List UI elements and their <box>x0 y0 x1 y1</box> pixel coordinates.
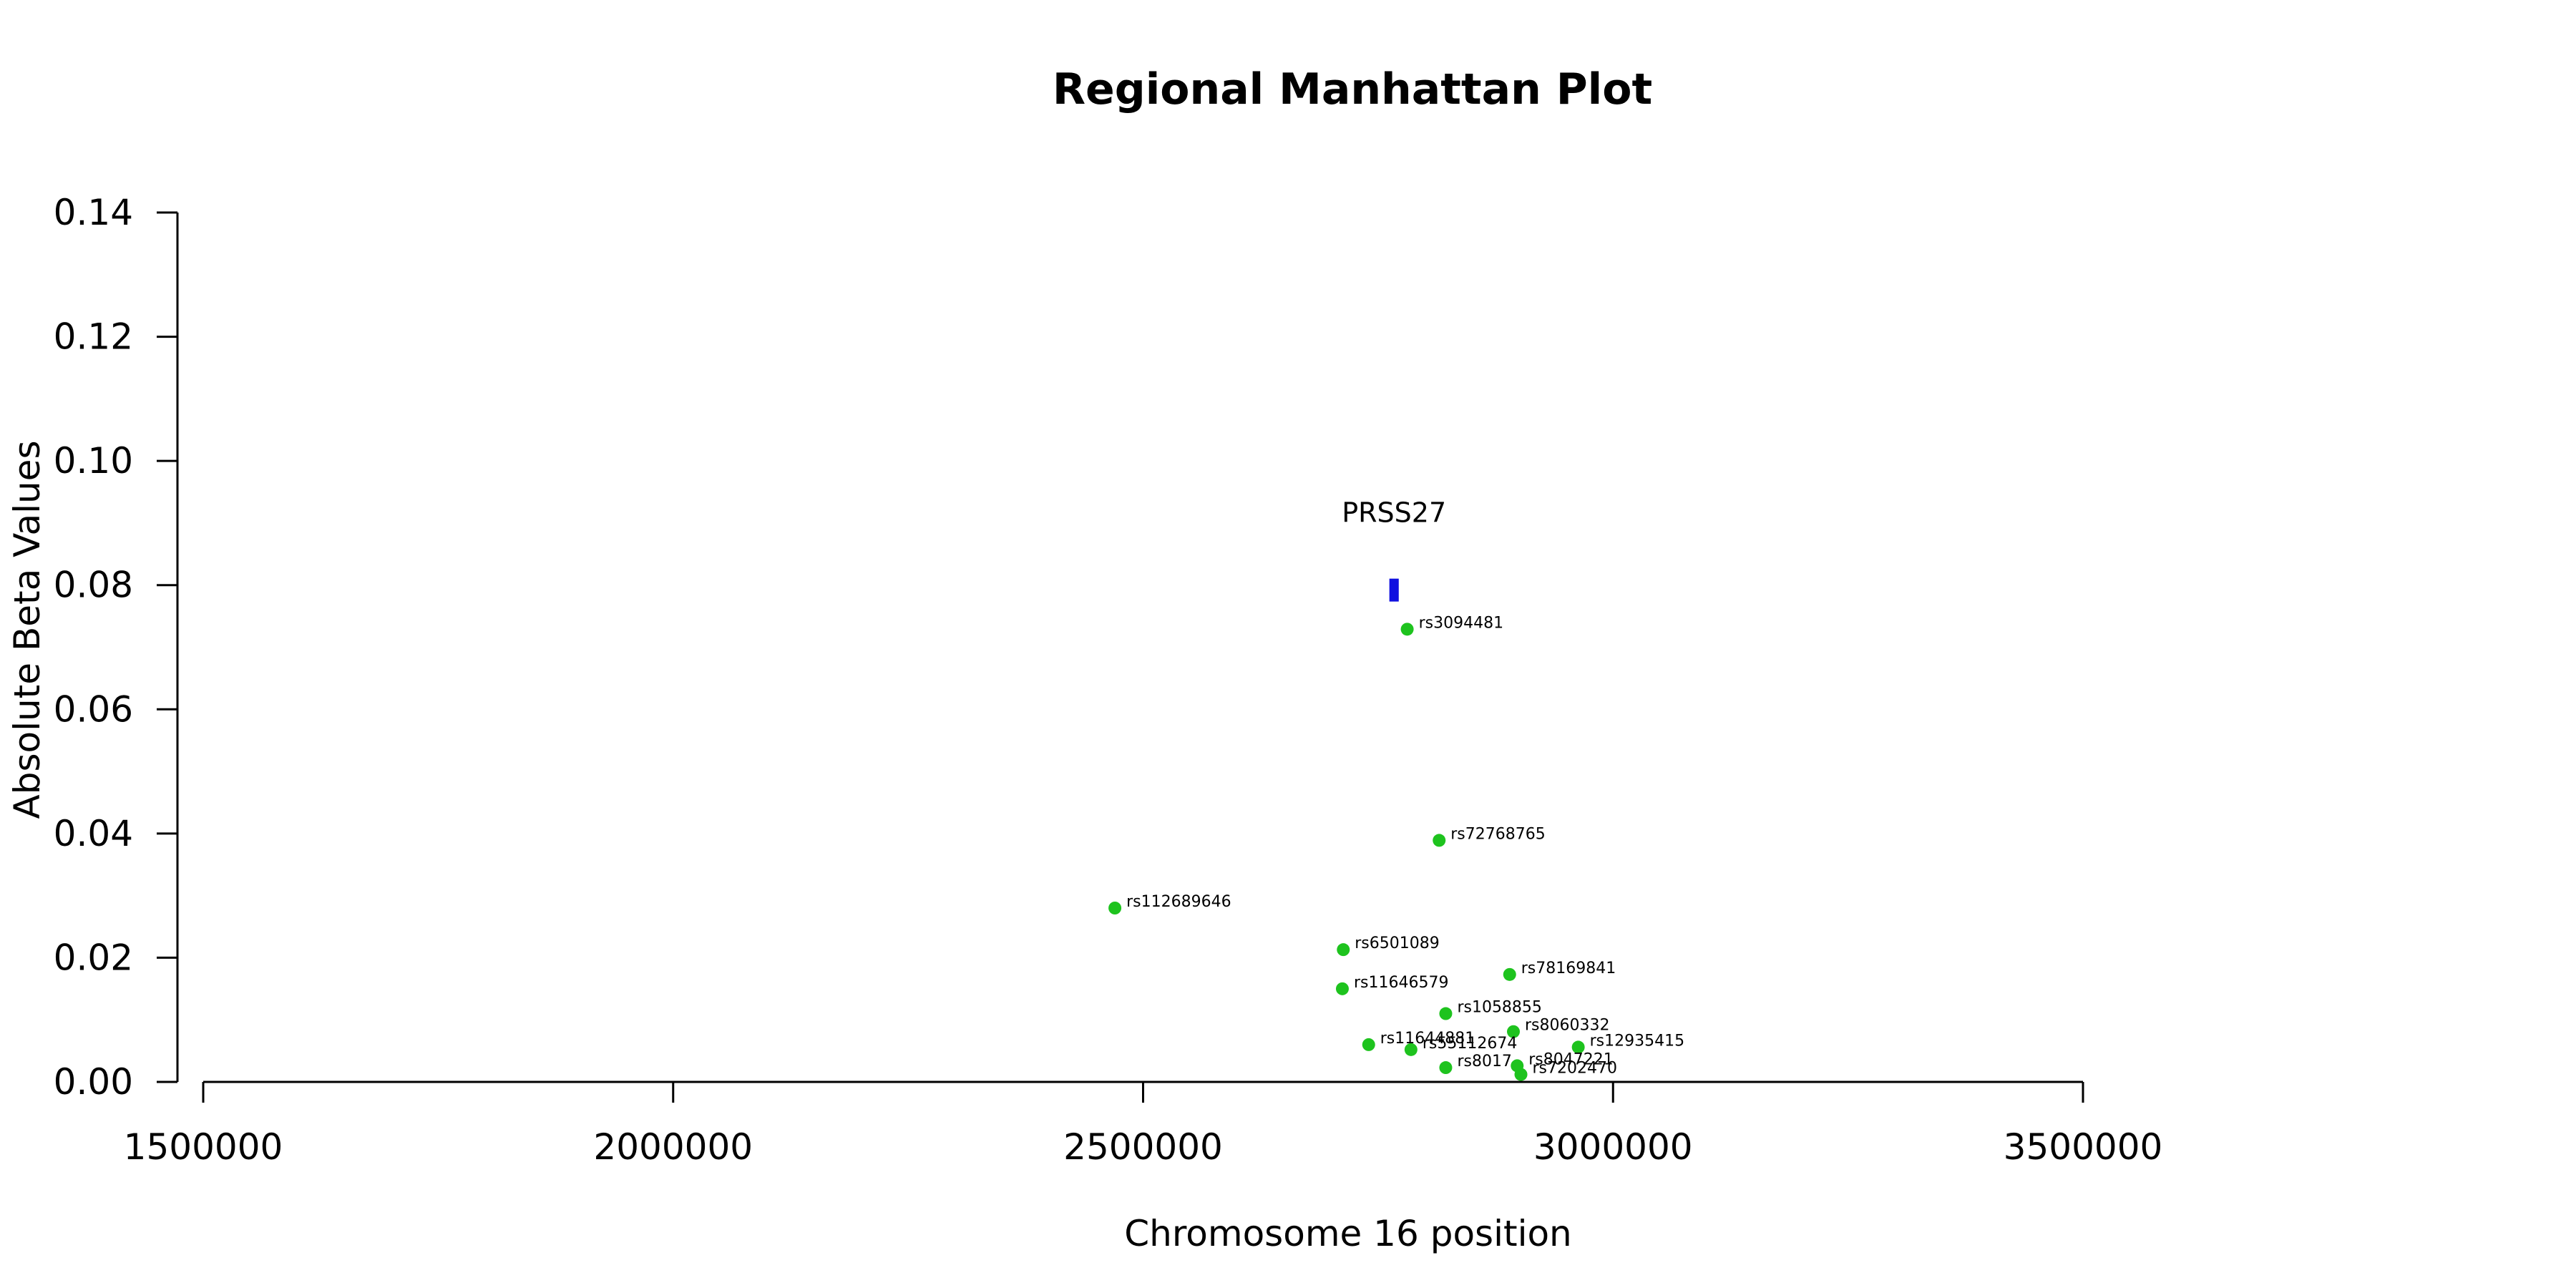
y-tick-label: 0.02 <box>54 937 133 978</box>
gene-track: PRSS27 <box>1342 497 1446 602</box>
snp-point <box>1362 1038 1375 1051</box>
x-tick-label: 3000000 <box>1533 1126 1693 1168</box>
snp-point <box>1439 1007 1453 1020</box>
snp-label: rs6501089 <box>1355 935 1440 952</box>
snp-point <box>1439 1061 1453 1075</box>
snp-point <box>1507 1025 1521 1038</box>
snp-label: rs8017 <box>1457 1053 1512 1070</box>
x-tick-label: 1500000 <box>124 1126 283 1168</box>
y-tick-label: 0.14 <box>54 192 133 233</box>
snp-label: rs78169841 <box>1521 960 1616 977</box>
snp-point <box>1503 967 1516 981</box>
snp-label: rs1058855 <box>1457 999 1542 1017</box>
snp-label: rs12935415 <box>1590 1032 1684 1050</box>
snp-point <box>1433 834 1446 847</box>
y-axis-title: Absolute Beta Values <box>6 441 48 819</box>
y-axis-ticks: 0.00 0.02 0.04 0.06 0.08 0.10 0.12 0.14 <box>54 192 177 1103</box>
y-tick-label: 0.06 <box>54 688 133 730</box>
gene-label: PRSS27 <box>1342 497 1446 529</box>
x-tick-label: 2000000 <box>593 1126 753 1168</box>
y-tick-label: 0.10 <box>54 440 133 482</box>
x-tick-label: 3500000 <box>2004 1126 2163 1168</box>
y-tick-label: 0.00 <box>54 1061 133 1103</box>
snp-label: rs72768765 <box>1450 825 1545 843</box>
x-axis-title: Chromosome 16 position <box>1124 1213 1572 1254</box>
x-tick-label: 2500000 <box>1063 1126 1223 1168</box>
snp-label: rs11644881 <box>1380 1030 1475 1048</box>
snp-point <box>1404 1043 1418 1056</box>
snp-point <box>1400 623 1414 636</box>
snp-label: rs11646579 <box>1354 974 1448 992</box>
snp-point <box>1335 982 1349 995</box>
y-tick-label: 0.04 <box>54 813 133 854</box>
x-axis-ticks: 1500000 2000000 2500000 3000000 3500000 <box>124 1082 2163 1168</box>
gene-marker <box>1389 578 1399 602</box>
chart-title: Regional Manhattan Plot <box>1053 64 1652 114</box>
snp-point <box>1514 1068 1528 1081</box>
snp-label: rs112689646 <box>1126 893 1231 911</box>
snp-label: rs3094481 <box>1419 614 1504 632</box>
y-tick-label: 0.08 <box>54 565 133 606</box>
snp-label: rs55112674 <box>1423 1035 1517 1053</box>
snp-point <box>1337 943 1350 957</box>
snp-label: rs8047221 <box>1528 1050 1614 1068</box>
snp-point <box>1571 1040 1585 1054</box>
snp-label: rs7202470 <box>1533 1060 1618 1078</box>
y-tick-label: 0.12 <box>54 316 133 358</box>
snp-point <box>1108 902 1122 914</box>
snp-label: rs8060332 <box>1525 1017 1610 1035</box>
snp-points: rs3094481 rs72768765 rs112689646 rs6501089 r… <box>1108 614 1684 1081</box>
